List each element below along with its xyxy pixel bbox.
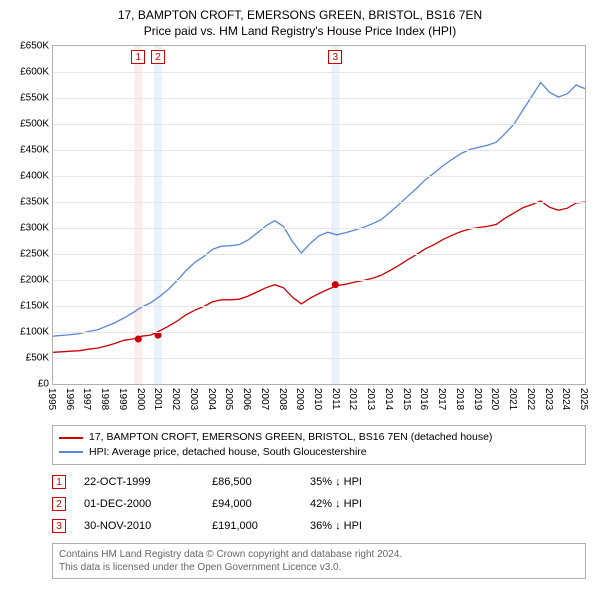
y-tick-label: £500K (20, 119, 49, 130)
chart-svg (53, 46, 585, 384)
legend-swatch (59, 437, 83, 439)
gridline (53, 280, 585, 281)
x-tick-label: 1995 (46, 388, 57, 410)
x-tick-label: 2011 (330, 388, 341, 410)
y-tick-label: £400K (20, 171, 49, 182)
sales-pct: 35% ↓ HPI (310, 471, 410, 493)
y-tick-label: £100K (20, 327, 49, 338)
x-tick-label: 2009 (294, 388, 305, 410)
attribution-line2: This data is licensed under the Open Gov… (59, 561, 579, 574)
gridline (53, 176, 585, 177)
gridline (53, 124, 585, 125)
x-tick-label: 2012 (347, 388, 358, 410)
x-tick-label: 2005 (223, 388, 234, 410)
sales-date: 30-NOV-2010 (84, 515, 194, 537)
x-tick-label: 2024 (560, 388, 571, 410)
legend-box: 17, BAMPTON CROFT, EMERSONS GREEN, BRIST… (52, 425, 586, 464)
legend-label: 17, BAMPTON CROFT, EMERSONS GREEN, BRIST… (89, 430, 492, 445)
x-tick-label: 2020 (489, 388, 500, 410)
chart-title-line2: Price paid vs. HM Land Registry's House … (12, 24, 588, 40)
y-tick-label: £250K (20, 249, 49, 260)
sales-marker-box: 2 (52, 497, 66, 511)
sales-marker-box: 1 (52, 475, 66, 489)
sale-marker-box: 1 (131, 50, 145, 64)
sales-table: 1 22-OCT-1999 £86,500 35% ↓ HPI 2 01-DEC-2000… (52, 471, 586, 537)
sales-row: 3 30-NOV-2010 £191,000 36% ↓ HPI (52, 515, 586, 537)
gridline (53, 98, 585, 99)
sales-price: £191,000 (212, 515, 292, 537)
sales-pct: 36% ↓ HPI (310, 515, 410, 537)
x-tick-label: 2007 (259, 388, 270, 410)
gridline (53, 72, 585, 73)
x-tick-label: 2021 (507, 388, 518, 410)
x-tick-label: 2003 (188, 388, 199, 410)
legend-row: HPI: Average price, detached house, Sout… (59, 445, 579, 460)
sales-price: £94,000 (212, 493, 292, 515)
x-tick-label: 2022 (525, 388, 536, 410)
y-tick-label: £300K (20, 223, 49, 234)
gridline (53, 306, 585, 307)
gridline (53, 332, 585, 333)
x-tick-label: 1996 (64, 388, 75, 410)
attribution-line1: Contains HM Land Registry data © Crown c… (59, 548, 579, 561)
sale-marker-dot (135, 336, 142, 343)
y-tick-label: £200K (20, 275, 49, 286)
y-tick-label: £550K (20, 93, 49, 104)
y-tick-label: £650K (20, 41, 49, 52)
y-tick-label: £50K (26, 353, 49, 364)
series-hpi (53, 83, 585, 337)
sales-marker-box: 3 (52, 519, 66, 533)
legend-label: HPI: Average price, detached house, Sout… (89, 445, 367, 460)
x-tick-label: 2013 (365, 388, 376, 410)
series-property (53, 201, 585, 352)
x-tick-label: 1997 (81, 388, 92, 410)
x-tick-label: 2001 (152, 388, 163, 410)
sales-date: 22-OCT-1999 (84, 471, 194, 493)
chart-plot-area: £0£50K£100K£150K£200K£250K£300K£350K£400… (52, 45, 586, 385)
attribution-box: Contains HM Land Registry data © Crown c… (52, 543, 586, 579)
sales-date: 01-DEC-2000 (84, 493, 194, 515)
legend-row: 17, BAMPTON CROFT, EMERSONS GREEN, BRIST… (59, 430, 579, 445)
x-tick-label: 2014 (383, 388, 394, 410)
y-tick-label: £150K (20, 301, 49, 312)
sale-marker-box: 2 (151, 50, 165, 64)
x-tick-label: 2017 (436, 388, 447, 410)
x-tick-label: 2008 (277, 388, 288, 410)
y-tick-label: £350K (20, 197, 49, 208)
x-tick-label: 2018 (454, 388, 465, 410)
gridline (53, 228, 585, 229)
gridline (53, 358, 585, 359)
x-tick-label: 2016 (418, 388, 429, 410)
x-tick-label: 2002 (170, 388, 181, 410)
sales-pct: 42% ↓ HPI (310, 493, 410, 515)
y-tick-label: £600K (20, 67, 49, 78)
x-tick-label: 1998 (99, 388, 110, 410)
x-tick-label: 2025 (578, 388, 589, 410)
legend-swatch (59, 451, 83, 453)
x-tick-label: 2006 (241, 388, 252, 410)
y-tick-label: £450K (20, 145, 49, 156)
gridline (53, 254, 585, 255)
sales-row: 2 01-DEC-2000 £94,000 42% ↓ HPI (52, 493, 586, 515)
sales-row: 1 22-OCT-1999 £86,500 35% ↓ HPI (52, 471, 586, 493)
chart-title-line1: 17, BAMPTON CROFT, EMERSONS GREEN, BRIST… (12, 8, 588, 24)
x-tick-label: 2023 (543, 388, 554, 410)
gridline (53, 150, 585, 151)
sales-price: £86,500 (212, 471, 292, 493)
x-tick-label: 2004 (206, 388, 217, 410)
gridline (53, 202, 585, 203)
x-tick-label: 2015 (401, 388, 412, 410)
x-tick-label: 2010 (312, 388, 323, 410)
x-tick-label: 1999 (117, 388, 128, 410)
sale-marker-box: 3 (328, 50, 342, 64)
sale-marker-dot (332, 281, 339, 288)
x-tick-label: 2000 (135, 388, 146, 410)
x-tick-label: 2019 (472, 388, 483, 410)
